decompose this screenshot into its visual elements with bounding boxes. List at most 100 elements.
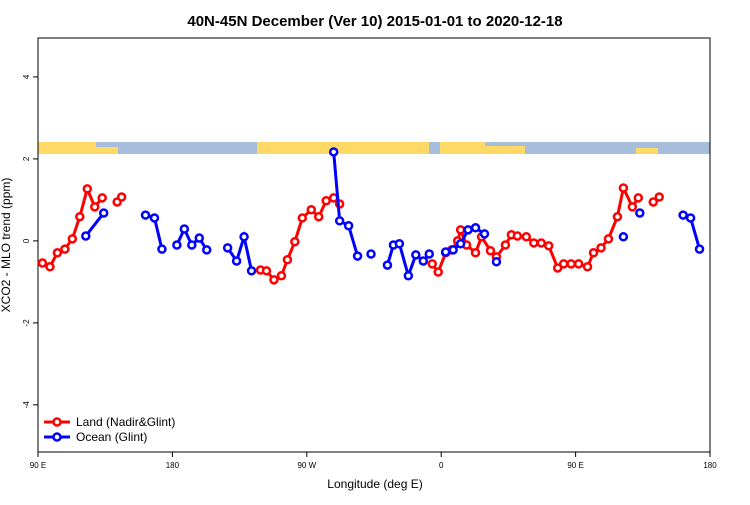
data-point [246, 266, 257, 276]
data-point [45, 261, 55, 272]
data-point [529, 238, 539, 248]
data-point [394, 239, 405, 249]
data-point [187, 240, 197, 250]
data-point [172, 240, 182, 250]
data-point [313, 211, 324, 222]
data-point [685, 213, 696, 223]
data-point [403, 270, 414, 281]
data-point [424, 249, 435, 259]
data-point [261, 266, 272, 276]
data-point [543, 241, 554, 251]
data-point [231, 256, 242, 266]
x-tick-label: 90 W [297, 461, 316, 470]
legend: Land (Nadir&Glint)Ocean (Glint) [44, 415, 175, 444]
data-point [582, 261, 593, 272]
data-point [269, 275, 279, 285]
data-point [612, 211, 623, 222]
data-point [382, 260, 393, 270]
y-tick-label: -4 [22, 401, 31, 409]
data-point [276, 270, 287, 281]
series [37, 183, 664, 285]
data-point [282, 255, 293, 265]
data-point [500, 240, 511, 250]
data-point [352, 251, 363, 261]
data-point [290, 236, 300, 247]
y-tick-label: 2 [22, 156, 31, 161]
x-tick-label: 90 E [567, 461, 583, 470]
data-point [194, 233, 205, 243]
data-point [654, 192, 664, 202]
data-point [201, 245, 212, 255]
data-point [512, 231, 523, 241]
data-point [343, 220, 354, 231]
data-point [588, 248, 599, 258]
data-point [618, 183, 629, 193]
data-point [448, 245, 458, 255]
data-point [306, 204, 317, 215]
data-point [694, 244, 705, 254]
x-tick-label: 0 [439, 461, 444, 470]
data-point [566, 259, 576, 269]
legend-marker [52, 432, 62, 442]
data-point [433, 267, 443, 277]
data-point [455, 239, 466, 249]
legend-marker [52, 417, 62, 427]
data-point [75, 211, 85, 222]
y-tick-label: 4 [22, 74, 31, 79]
data-point [440, 247, 451, 257]
data-point [334, 216, 345, 226]
data-point [52, 248, 63, 258]
data-point [321, 195, 331, 206]
data-point [37, 258, 48, 268]
data-point [633, 193, 644, 203]
x-axis-label: Longitude (deg E) [327, 477, 422, 491]
data-point [97, 193, 107, 203]
data-point [678, 210, 688, 220]
data-point [239, 232, 249, 242]
data-point [491, 257, 502, 267]
data-point [297, 213, 308, 223]
data-point [179, 224, 190, 234]
data-point [536, 238, 547, 248]
data-point [149, 213, 160, 223]
data-point [552, 263, 563, 273]
data-point [157, 244, 167, 254]
land-ocean-strip [38, 142, 710, 154]
x-tick-label: 180 [166, 461, 180, 470]
data-point [427, 259, 437, 269]
series-line [84, 151, 701, 281]
data-point [67, 234, 78, 244]
data-point [648, 197, 659, 207]
legend-label: Ocean (Glint) [76, 430, 147, 444]
x-tick-label: 90 E [30, 461, 46, 470]
data-point [470, 223, 481, 233]
data-point [328, 147, 339, 157]
data-point [521, 232, 532, 242]
data-point [573, 259, 584, 269]
data-point [140, 210, 151, 220]
data-point [89, 202, 100, 212]
data-point [455, 225, 466, 235]
data-point [618, 232, 629, 242]
y-axis-label: XCO2 - MLO trend (ppm) [0, 178, 13, 313]
data-point [418, 256, 429, 266]
plot-frame [37, 37, 711, 453]
data-point [603, 234, 614, 244]
data-point [82, 184, 93, 194]
data-point [222, 243, 233, 253]
data-point [366, 249, 376, 259]
data-point [627, 202, 638, 212]
x-tick-label: 180 [703, 461, 717, 470]
data-point [635, 208, 645, 218]
data-point [116, 192, 127, 202]
chart-title: 40N-45N December (Ver 10) 2015-01-01 to … [187, 13, 562, 30]
data-point [596, 243, 606, 253]
data-point [470, 248, 481, 258]
legend-label: Land (Nadir&Glint) [76, 415, 175, 429]
data-point [485, 245, 496, 256]
data-point [81, 231, 91, 241]
data-point [411, 250, 421, 260]
data-point [463, 225, 473, 235]
y-tick-label: 0 [22, 238, 31, 243]
